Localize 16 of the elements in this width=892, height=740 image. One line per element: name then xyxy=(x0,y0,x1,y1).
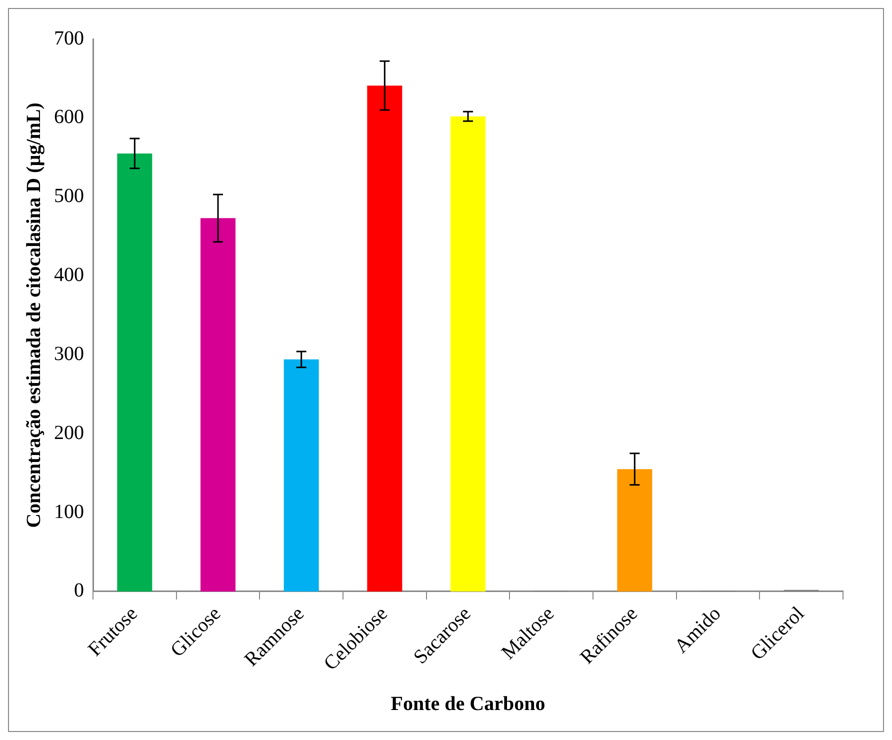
bar xyxy=(617,469,652,592)
y-tick-label: 300 xyxy=(54,342,84,365)
bar xyxy=(284,359,319,592)
y-tick-label: 100 xyxy=(54,500,84,523)
bar xyxy=(200,218,236,592)
bar xyxy=(367,86,402,592)
y-tick-label: 600 xyxy=(54,106,84,128)
y-axis-title: Concentração estimada de citocalasina D (µg/mL) xyxy=(23,102,46,528)
y-tick-label: 700 xyxy=(54,27,84,50)
bar xyxy=(117,153,152,592)
y-tick-label: 500 xyxy=(54,185,84,208)
y-tick-label: 0 xyxy=(74,580,84,602)
x-axis-title: Fonte de Carbono xyxy=(390,693,546,716)
y-tick-label: 200 xyxy=(54,422,84,444)
bar xyxy=(450,116,486,592)
y-tick-label: 400 xyxy=(54,264,84,286)
